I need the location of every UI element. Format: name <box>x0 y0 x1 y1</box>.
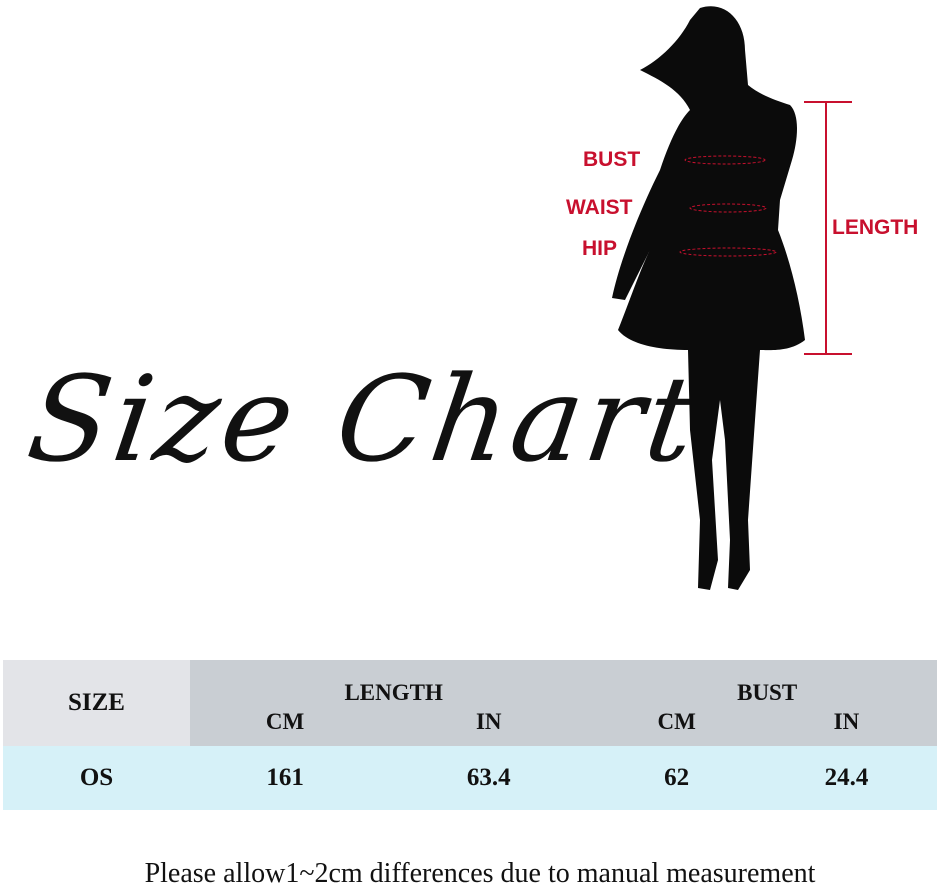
silhouette-body <box>612 6 805 591</box>
length-in-cell: 63.4 <box>380 746 598 810</box>
woman-silhouette <box>612 6 852 591</box>
hip-label: HIP <box>582 237 618 260</box>
bust-header: BUST <box>597 660 937 708</box>
waist-label: WAIST <box>566 196 633 219</box>
bust-cm-cell: 62 <box>597 746 756 810</box>
hip-line <box>679 247 777 257</box>
bust-in-cell: 24.4 <box>755 746 937 810</box>
size-header: SIZE <box>3 660 190 746</box>
unit-header: CM <box>597 707 756 746</box>
measurement-note: Please allow1~2cm differences due to man… <box>144 858 816 889</box>
table-row: OS 161 63.4 62 24.4 <box>3 746 937 810</box>
unit-header: CM <box>190 707 381 746</box>
unit-header: IN <box>380 707 598 746</box>
unit-header: IN <box>755 707 937 746</box>
length-measure-line <box>804 101 852 355</box>
bust-line <box>684 155 766 165</box>
length-header: LENGTH <box>190 660 598 708</box>
waist-line <box>689 203 767 213</box>
size-table: SIZE LENGTH BUST CM IN CM IN OS 161 63.4… <box>3 660 937 810</box>
length-label: LENGTH <box>832 216 919 239</box>
size-cell: OS <box>3 746 190 810</box>
bust-label: BUST <box>583 148 641 171</box>
length-cm-cell: 161 <box>190 746 381 810</box>
